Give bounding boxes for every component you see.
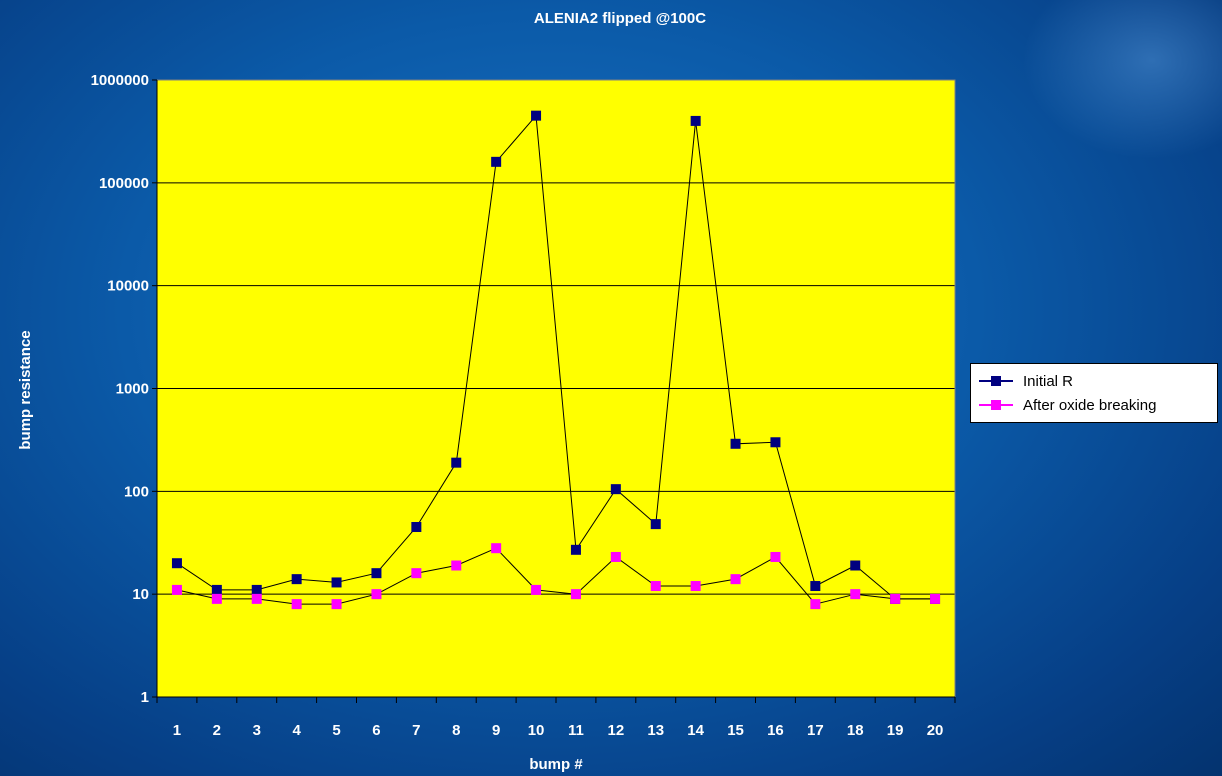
data-point-initial-r-18 xyxy=(850,560,861,571)
data-point-after-oxide-breaking-13 xyxy=(650,581,661,592)
data-point-after-oxide-breaking-10 xyxy=(531,584,542,595)
legend-swatch-after-oxide-breaking xyxy=(977,398,1015,412)
x-tick-label-10: 10 xyxy=(528,722,545,739)
data-point-after-oxide-breaking-3 xyxy=(251,593,262,604)
x-tick-label-15: 15 xyxy=(727,722,744,739)
legend-item-after-oxide-breaking[interactable]: After oxide breaking xyxy=(977,393,1217,417)
y-tick-label-10: 10 xyxy=(132,586,149,603)
y-tick-label-10000: 10000 xyxy=(107,278,149,295)
data-point-initial-r-13 xyxy=(650,519,661,530)
data-point-initial-r-2 xyxy=(211,584,222,595)
y-axis-label: bump resistance xyxy=(17,330,34,449)
data-point-after-oxide-breaking-2 xyxy=(211,593,222,604)
data-point-after-oxide-breaking-14 xyxy=(690,581,701,592)
y-tick-label-1000: 1000 xyxy=(116,381,149,398)
data-point-after-oxide-breaking-16 xyxy=(770,551,781,562)
chart-legend: Initial R After oxide breaking xyxy=(970,363,1218,423)
x-axis-ticks: 1 2 3 4 5 6 7 8 9 10 11 12 13 14 15 16 17 18 19 20 xyxy=(156,697,956,739)
series-line-initial-r xyxy=(176,114,935,600)
y-tick-label-100: 100 xyxy=(124,483,149,500)
data-point-initial-r-16 xyxy=(770,437,781,448)
data-point-after-oxide-breaking-8 xyxy=(451,560,462,571)
data-point-after-oxide-breaking-9 xyxy=(491,543,502,554)
data-point-initial-r-6 xyxy=(371,568,382,579)
x-tick-label-20: 20 xyxy=(927,722,944,739)
x-tick-label-7: 7 xyxy=(412,722,420,739)
data-point-initial-r-8 xyxy=(451,457,462,468)
series-layer xyxy=(171,110,941,610)
x-tick-label-16: 16 xyxy=(767,722,784,739)
x-tick-label-1: 1 xyxy=(173,722,181,739)
data-point-after-oxide-breaking-17 xyxy=(810,599,821,610)
gridlines xyxy=(157,182,955,595)
data-point-after-oxide-breaking-1 xyxy=(171,584,182,595)
x-tick-label-17: 17 xyxy=(807,722,824,739)
data-point-after-oxide-breaking-6 xyxy=(371,589,382,600)
data-point-initial-r-12 xyxy=(610,484,621,495)
data-point-initial-r-3 xyxy=(251,584,262,595)
data-point-after-oxide-breaking-5 xyxy=(331,599,342,610)
data-point-after-oxide-breaking-11 xyxy=(570,589,581,600)
x-tick-label-2: 2 xyxy=(213,722,221,739)
x-tick-label-19: 19 xyxy=(887,722,904,739)
x-axis-label: bump # xyxy=(529,756,583,773)
y-axis-ticks: 1 10 100 1000 10000 100000 1000000 xyxy=(91,72,157,706)
x-tick-label-12: 12 xyxy=(608,722,625,739)
data-point-after-oxide-breaking-7 xyxy=(411,568,422,579)
data-point-initial-r-7 xyxy=(411,521,422,532)
y-tick-label-100000: 100000 xyxy=(99,175,149,192)
x-tick-label-9: 9 xyxy=(492,722,500,739)
data-point-initial-r-11 xyxy=(570,544,581,555)
series-after-oxide-breaking xyxy=(171,543,941,610)
data-point-initial-r-9 xyxy=(491,156,502,167)
data-point-after-oxide-breaking-20 xyxy=(930,593,941,604)
data-point-after-oxide-breaking-15 xyxy=(730,574,741,585)
x-tick-label-4: 4 xyxy=(292,722,301,739)
legend-label-initial-r: Initial R xyxy=(1023,372,1074,390)
data-point-after-oxide-breaking-4 xyxy=(291,599,302,610)
data-point-initial-r-14 xyxy=(690,115,701,126)
x-tick-label-11: 11 xyxy=(568,722,584,739)
legend-label-after-oxide-breaking: After oxide breaking xyxy=(1023,396,1157,414)
data-point-after-oxide-breaking-12 xyxy=(610,551,621,562)
data-point-initial-r-5 xyxy=(331,577,342,588)
y-tick-label-1000000: 1000000 xyxy=(91,72,149,89)
x-tick-label-14: 14 xyxy=(687,722,704,739)
data-point-initial-r-10 xyxy=(531,110,542,121)
data-point-initial-r-1 xyxy=(171,558,182,569)
data-point-after-oxide-breaking-18 xyxy=(850,589,861,600)
data-point-after-oxide-breaking-19 xyxy=(890,593,901,604)
legend-swatch-initial-r xyxy=(977,374,1015,388)
data-point-initial-r-17 xyxy=(810,581,821,592)
series-line-after-oxide-breaking xyxy=(176,547,935,605)
data-point-initial-r-4 xyxy=(291,574,302,585)
y-tick-label-1: 1 xyxy=(141,689,149,706)
chart-title: ALENIA2 flipped @100C xyxy=(534,10,706,27)
x-tick-label-3: 3 xyxy=(253,722,261,739)
x-tick-label-8: 8 xyxy=(452,722,460,739)
x-tick-label-5: 5 xyxy=(332,722,340,739)
data-point-initial-r-15 xyxy=(730,438,741,449)
x-tick-label-13: 13 xyxy=(647,722,664,739)
x-tick-label-6: 6 xyxy=(372,722,380,739)
x-tick-label-18: 18 xyxy=(847,722,864,739)
legend-item-initial-r[interactable]: Initial R xyxy=(977,369,1217,393)
